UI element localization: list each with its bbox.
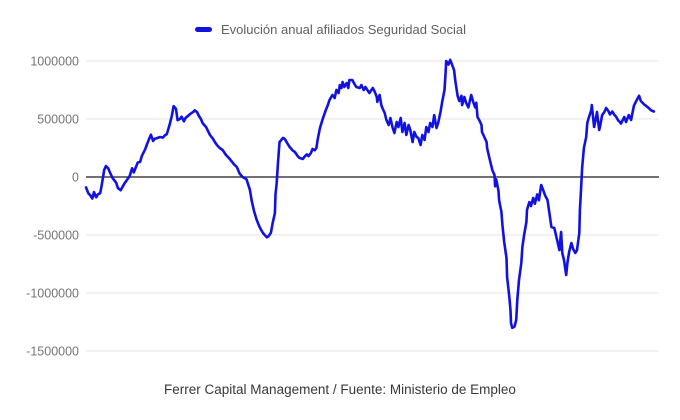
y-axis-tick-label: -1500000	[26, 345, 79, 359]
source-caption: Ferrer Capital Management / Fuente: Mini…	[164, 382, 516, 397]
y-axis-tick-label: 500000	[37, 113, 79, 127]
series-line	[84, 58, 656, 330]
legend-series-marker	[195, 27, 212, 32]
gridlines-group	[86, 60, 659, 352]
y-axis-tick-label: 1000000	[30, 55, 79, 69]
y-axis-tick-label: -500000	[33, 229, 79, 243]
legend: Evolución anual afiliados Seguridad Soci…	[195, 21, 466, 38]
y-axis-tick-label: -1000000	[26, 287, 79, 301]
y-axis-labels-group: 1000000 500000 0 -500000 -1000000 -1500000	[26, 55, 79, 359]
legend-series-label: Evolución anual afiliados Seguridad Soci…	[221, 22, 466, 37]
y-axis-tick-label: 0	[72, 171, 79, 185]
series-group	[84, 58, 656, 330]
